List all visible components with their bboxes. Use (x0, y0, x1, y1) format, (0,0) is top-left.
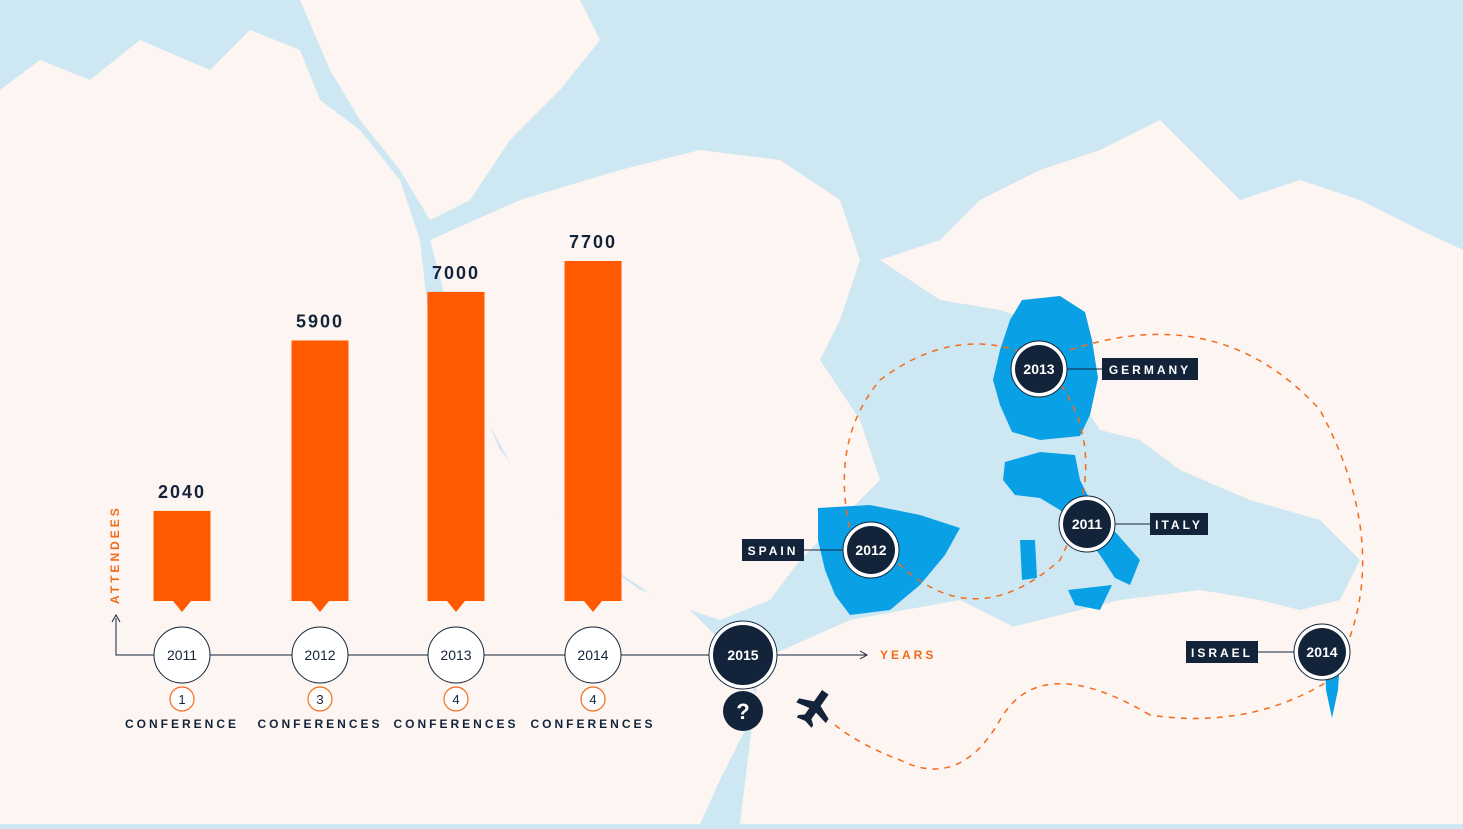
bar-2013 (427, 291, 485, 601)
year-label: 2014 (577, 647, 608, 663)
marker-node-italy (1063, 500, 1111, 548)
marker-year-israel: 2014 (1306, 644, 1337, 660)
bar-chart: ATTENDEES YEARS 2040 2011 1 CONFERENCE 5900 201… (108, 232, 936, 731)
conference-label: CONFERENCES (257, 717, 382, 731)
bar-2012 (291, 340, 349, 601)
bar-pointer (447, 601, 465, 612)
x-axis-label: YEARS (880, 648, 936, 662)
route-south-loop (834, 683, 1151, 770)
country-tag-germany (1102, 358, 1198, 380)
conference-count-badge (443, 686, 469, 712)
bar-value-label: 7700 (569, 232, 617, 252)
conference-count-badge (169, 686, 195, 712)
conference-count: 4 (589, 692, 596, 707)
bar-value-label: 2040 (158, 482, 206, 502)
north-america-land (0, 30, 760, 824)
country-label-israel: ISRAEL (1191, 646, 1253, 660)
country-label-germany: GERMANY (1109, 363, 1191, 377)
conference-count: 4 (452, 692, 459, 707)
country-tag-israel (1186, 641, 1258, 663)
future-year-label: 2015 (727, 647, 758, 663)
question-badge (723, 691, 763, 731)
year-node (427, 626, 485, 684)
y-axis-arrow (111, 613, 121, 623)
year-label: 2013 (440, 647, 471, 663)
marker-year-italy: 2011 (1072, 516, 1103, 532)
bar-pointer (173, 601, 191, 612)
conference-label: CONFERENCE (125, 717, 239, 731)
year-node (564, 626, 622, 684)
bar-pointer (311, 601, 329, 612)
africa-land (740, 600, 1350, 824)
country-label-italy: ITALY (1155, 518, 1203, 532)
year-label: 2012 (304, 647, 335, 663)
year-node (291, 626, 349, 684)
year-node (153, 626, 211, 684)
map-markers: 2013 GERMANY 2012 SPAIN 2011 ITALY 2014 ISRAEL (742, 340, 1351, 681)
marker-node-germany (1015, 345, 1063, 393)
country-label-spain: SPAIN (748, 544, 799, 558)
marker-node-israel (1298, 628, 1346, 676)
country-tag-italy (1150, 513, 1208, 535)
bar-2014 (564, 261, 622, 601)
year-label: 2011 (167, 647, 197, 663)
north-atlantic-land (430, 150, 880, 620)
question-mark: ? (736, 699, 749, 724)
y-axis-label: ATTENDEES (108, 505, 122, 604)
country-tag-spain (742, 539, 804, 561)
bar-pointer (584, 601, 602, 612)
marker-node-spain (847, 526, 895, 574)
bar-2011 (153, 510, 211, 601)
bar-value-label: 5900 (296, 311, 344, 331)
sardinia-shape (1020, 540, 1037, 580)
conference-label: CONFERENCES (393, 717, 518, 731)
conference-label: CONFERENCES (530, 717, 655, 731)
marker-year-germany: 2013 (1023, 361, 1054, 377)
x-axis-arrow (859, 650, 869, 660)
conference-count-badge (580, 686, 606, 712)
sicily-shape (1068, 585, 1112, 610)
conference-count: 3 (316, 692, 323, 707)
greenland-land (300, 0, 600, 220)
marker-year-spain: 2012 (855, 542, 886, 558)
future-year-node (713, 625, 773, 685)
bar-value-label: 7000 (432, 263, 480, 283)
airplane-icon (796, 689, 829, 728)
conference-count: 1 (178, 692, 185, 707)
conference-count-badge (307, 686, 333, 712)
